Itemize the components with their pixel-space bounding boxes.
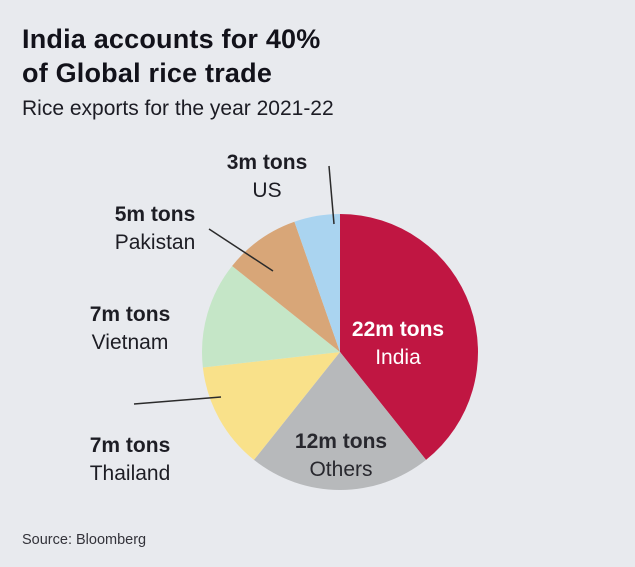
title-line-2: of Global rice trade — [22, 58, 273, 88]
pie-slice-thailand — [202, 352, 340, 460]
slice-name-india: India — [375, 346, 421, 369]
slice-label-us: 3m tons US — [227, 149, 308, 205]
slice-value-others: 12m tons — [294, 430, 388, 453]
slice-label-others: 12m tons Others — [295, 428, 387, 484]
leader-line-thailand — [133, 396, 222, 405]
leader-lines-group — [133, 165, 335, 405]
slice-value-vietnam: 7m tons — [89, 303, 171, 326]
slice-name-thailand: Thailand — [89, 462, 171, 485]
slice-value-pakistan: 5m tons — [114, 203, 196, 226]
slice-label-pakistan: 5m tons Pakistan — [115, 201, 196, 257]
title-line-1: India accounts for 40% — [22, 24, 321, 54]
header: India accounts for 40% of Global rice tr… — [22, 22, 334, 122]
slice-label-india: 22m tons India — [352, 316, 444, 372]
pie-slice-others — [253, 352, 427, 490]
slice-value-us: 3m tons — [226, 151, 308, 174]
leader-line-pakistan — [208, 228, 274, 272]
pie-slice-us — [294, 214, 340, 352]
leader-line-us — [328, 165, 335, 225]
slice-name-us: US — [252, 179, 282, 202]
slice-name-pakistan: Pakistan — [114, 231, 196, 254]
slice-label-vietnam: 7m tons Vietnam — [90, 301, 171, 357]
slice-value-thailand: 7m tons — [89, 434, 171, 457]
pie-slice-pakistan — [232, 221, 340, 352]
pie-slice-india — [340, 214, 478, 460]
slice-name-others: Others — [309, 458, 373, 481]
page-title: India accounts for 40% of Global rice tr… — [22, 22, 334, 90]
slice-label-thailand: 7m tons Thailand — [90, 432, 171, 488]
source-credit: Source: Bloomberg — [22, 532, 147, 548]
slice-name-vietnam: Vietnam — [91, 331, 169, 354]
chart-subtitle: Rice exports for the year 2021-22 — [22, 97, 334, 120]
slice-value-india: 22m tons — [351, 318, 445, 341]
pie-slices-group — [202, 214, 478, 490]
pie-slice-vietnam — [202, 265, 340, 368]
